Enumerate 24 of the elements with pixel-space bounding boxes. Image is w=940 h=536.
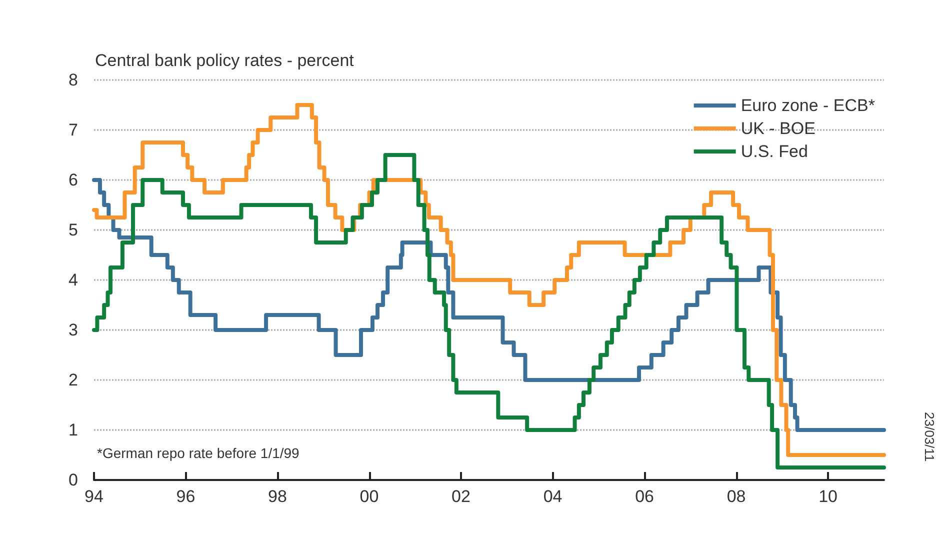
- x-tick-label: 10: [818, 487, 838, 506]
- legend-label: Euro zone - ECB*: [740, 96, 876, 115]
- y-tick-label: 7: [68, 120, 78, 140]
- y-tick-label: 4: [68, 270, 78, 290]
- x-tick-label: 04: [543, 487, 562, 506]
- y-tick-label: 3: [68, 320, 78, 340]
- legend-label: U.S. Fed: [740, 142, 808, 161]
- x-tick-label: 02: [452, 487, 470, 506]
- x-tick-label: 94: [84, 487, 104, 506]
- x-tick-label: 00: [360, 487, 379, 506]
- y-tick-label: 1: [68, 420, 78, 440]
- chart-title: Central bank policy rates - percent: [95, 51, 354, 70]
- y-tick-label: 5: [68, 220, 78, 240]
- x-tick-label: 96: [176, 487, 196, 506]
- y-tick-label: 6: [68, 170, 78, 190]
- legend-label: UK - BOE: [740, 119, 816, 138]
- x-tick-label: 98: [268, 487, 287, 506]
- annotation: *German repo rate before 1/1/99: [97, 445, 300, 461]
- x-tick-label: 08: [726, 487, 746, 506]
- y-tick-label: 8: [68, 70, 78, 90]
- text: 23/03/11: [922, 412, 937, 462]
- y-tick-label: 2: [68, 370, 78, 390]
- y-tick-label: 0: [68, 470, 78, 490]
- x-tick-label: 06: [635, 487, 654, 506]
